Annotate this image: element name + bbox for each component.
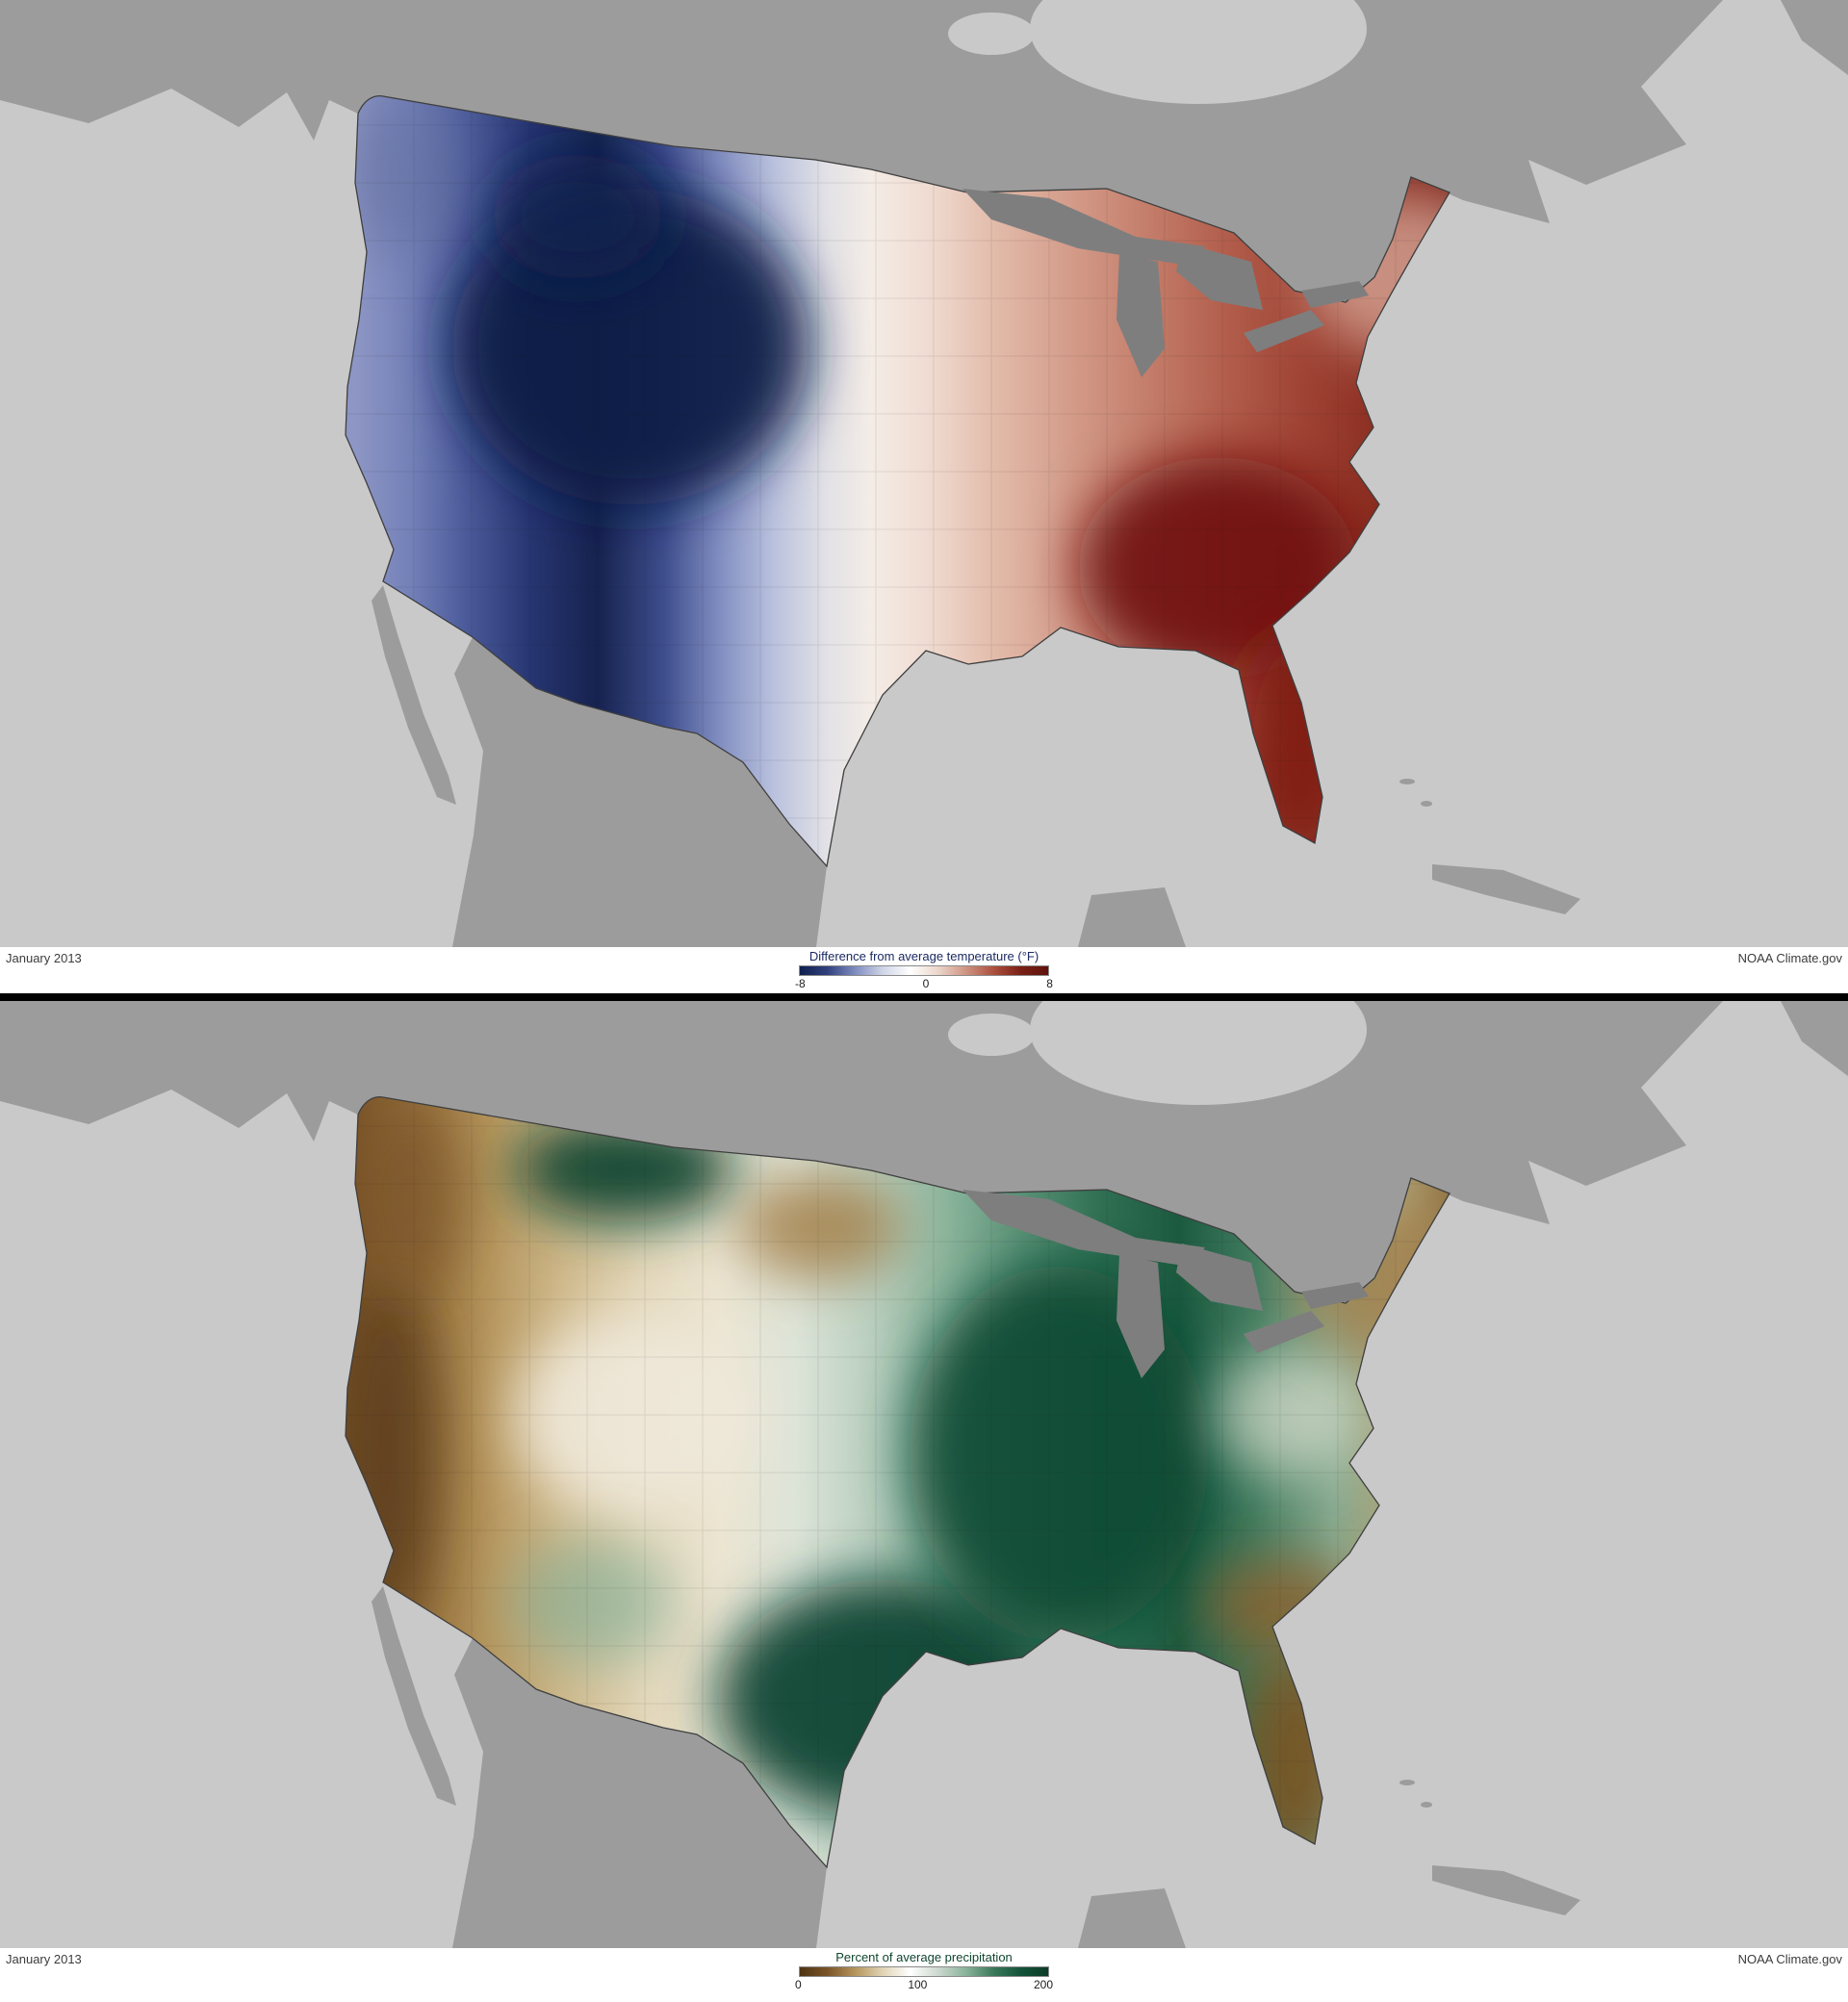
date-label: January 2013	[6, 1952, 82, 1966]
great-lakes	[962, 189, 1369, 377]
temperature-colorbar-ticks: -8 0 8	[795, 977, 1053, 990]
yucatan-peninsula	[1078, 1888, 1186, 1948]
baja-peninsula	[372, 1586, 456, 1806]
bahamas-island	[1399, 779, 1415, 784]
attribution-label: NOAA Climate.gov	[1737, 951, 1842, 965]
greenland-corner	[1781, 0, 1848, 75]
attribution-label: NOAA Climate.gov	[1737, 1952, 1842, 1966]
precipitation-colorbar	[799, 1966, 1049, 1977]
precipitation-colorbar-ticks: 0 100 200	[795, 1978, 1053, 1991]
precipitation-map	[0, 1001, 1848, 1948]
bahamas-island	[1399, 1780, 1415, 1785]
temperature-map	[0, 0, 1848, 947]
us-outline	[345, 94, 1450, 868]
temperature-legend-strip: January 2013 Difference from average tem…	[0, 947, 1848, 993]
precipitation-map-panel	[0, 1001, 1848, 1948]
us-outline	[345, 1095, 1450, 1869]
temperature-colorbar	[799, 965, 1049, 976]
yucatan-peninsula	[1078, 887, 1186, 947]
baja-peninsula	[372, 585, 456, 805]
arctic-water	[948, 1014, 1035, 1056]
mexico-landmass	[452, 1638, 827, 1948]
cuba-island	[1432, 1865, 1580, 1915]
tick-min: 0	[795, 1978, 802, 1991]
temperature-legend-title: Difference from average temperature (°F)	[808, 949, 1040, 963]
precipitation-legend-title: Percent of average precipitation	[835, 1950, 1013, 1964]
bahamas-island	[1421, 1802, 1432, 1808]
precipitation-legend: Percent of average precipitation 0 100 2…	[780, 1950, 1068, 1991]
tick-max: 200	[1033, 1978, 1053, 1991]
tick-mid: 0	[922, 977, 930, 990]
date-label: January 2013	[6, 951, 82, 965]
hudson-bay	[1030, 1001, 1367, 1105]
temperature-legend: Difference from average temperature (°F)…	[780, 949, 1068, 990]
arctic-water	[948, 13, 1035, 55]
cuba-island	[1432, 864, 1580, 914]
precipitation-legend-strip: January 2013 Percent of average precipit…	[0, 1948, 1848, 2002]
greenland-corner	[1781, 1001, 1848, 1076]
panel-divider	[0, 993, 1848, 1001]
mexico-landmass	[452, 637, 827, 947]
bahamas-island	[1421, 801, 1432, 807]
great-lakes	[962, 1190, 1369, 1378]
tick-mid: 100	[908, 1978, 928, 1991]
temperature-map-panel	[0, 0, 1848, 947]
tick-max: 8	[1046, 977, 1053, 990]
tick-min: -8	[795, 977, 806, 990]
hudson-bay	[1030, 0, 1367, 104]
